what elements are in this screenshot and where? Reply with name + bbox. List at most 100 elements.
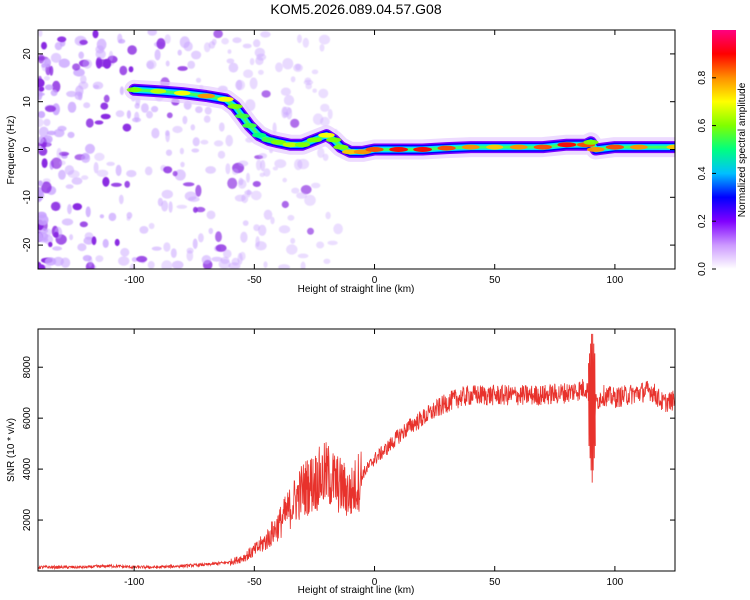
noise-blob [195,184,202,197]
spectrogram-x-label: Height of straight line (km) [298,284,415,295]
snr-y-label: SNR (10 * v/v) [6,418,17,482]
noise-blob [255,56,264,66]
noise-blob [172,125,183,134]
noise-blob [78,51,84,59]
noise-blob [253,39,261,48]
noise-blob [128,66,134,73]
noise-blob [79,221,88,228]
noise-blob [51,157,62,169]
noise-blob [278,225,291,234]
ridge-point [318,132,335,138]
snr-x-label: Height of straight line (km) [298,585,415,596]
x-tick-label: -100 [124,275,144,286]
ridge-core [132,88,675,154]
noise-blob [50,89,58,97]
noise-blob [192,238,198,250]
noise-blob [46,130,57,136]
noise-blob [302,37,309,48]
noise-blob [131,257,138,262]
noise-blob [85,118,94,128]
noise-blob [96,38,107,51]
noise-blob [215,244,227,252]
noise-blob [147,261,155,269]
noise-blob [146,61,155,70]
y-tick-label: 20 [22,48,33,60]
snr-panel: -100 -50 0 50 100 2000 4000 6000 8000 Height of … [6,328,676,596]
noise-blob [82,59,93,69]
noise-blob [61,218,74,226]
noise-blob [151,127,160,139]
noise-blob [213,140,224,147]
noise-blob [95,57,103,69]
noise-blob [110,182,122,187]
noise-blob [198,233,204,243]
noise-blob [223,249,232,259]
noise-blob [44,58,51,68]
noise-blob [41,181,52,194]
noise-blob [172,170,178,177]
ridge-point [326,137,342,143]
noise-blob [295,63,301,71]
noise-blob [205,166,217,174]
noise-blob [200,139,209,145]
snr-line [38,379,675,571]
noise-blob [115,164,122,177]
noise-blob [327,108,333,120]
noise-blob [126,212,133,219]
noise-blob [319,44,325,52]
noise-blob [195,106,203,114]
noise-blob [44,257,57,266]
noise-blob [94,120,104,125]
snr-series [38,333,675,571]
noise-blob [296,192,308,199]
noise-blob [203,115,211,123]
x-tick-label: 100 [607,577,624,588]
noise-blob [102,176,110,187]
noise-blob [141,103,149,113]
noise-blob [220,256,230,264]
ridge-point [461,144,480,150]
noise-blob [218,122,225,132]
ridge-point [197,93,216,99]
noise-blob [217,150,226,159]
noise-blob [136,255,148,263]
ridge-point [437,145,456,151]
x-tick-label: 50 [489,275,501,286]
noise-blob [263,261,268,268]
noise-blob [297,253,309,259]
noise-blob [171,260,184,269]
ridge-point [150,88,167,94]
colorbar-bar [712,30,736,269]
noise-blob [307,227,314,235]
noise-blob [272,166,279,171]
noise-blob [148,222,155,230]
noise-blob [81,175,89,180]
x-tick-label: -100 [124,577,144,588]
ridge-point [252,132,267,138]
noise-blob [42,137,51,143]
noise-blob [127,45,137,55]
colorbar: 0.0 0.2 0.4 0.6 0.8 Normalized spectral ampl… [697,30,748,276]
noise-blob [72,203,83,211]
noise-blob [57,36,67,43]
noise-blob [300,261,306,269]
noise-blob [317,147,325,158]
noise-blob [261,90,271,98]
noise-blob [119,65,128,76]
noise-blob [211,38,217,46]
x-tick-label: 0 [372,577,378,588]
ridge-point [342,149,359,155]
noise-blob [237,252,243,265]
ridge-point [306,137,322,143]
noise-blob [161,260,173,269]
noise-blob [58,169,66,180]
noise-blob [179,36,190,49]
noise-blob [118,194,124,205]
noise-blob [38,30,43,37]
ridge-point [217,96,234,102]
noise-blob [182,115,188,125]
noise-blob [78,81,89,90]
spectrogram-y-label: Frequency (Hz) [6,116,17,185]
noise-blob [249,77,258,90]
